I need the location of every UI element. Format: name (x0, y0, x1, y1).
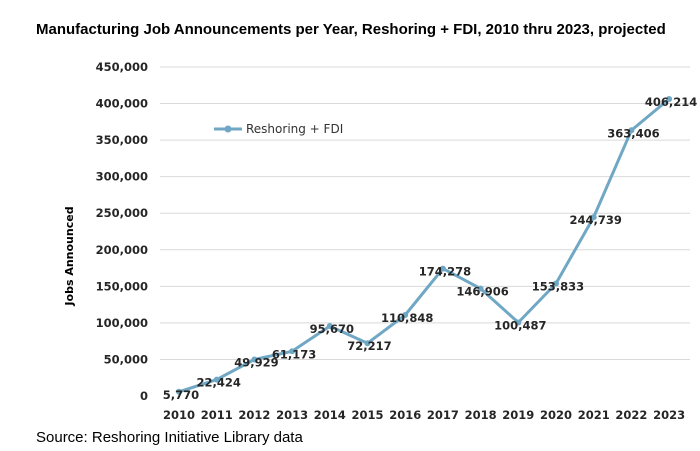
y-tick-label: 400,000 (96, 97, 148, 111)
y-tick-label: 300,000 (96, 170, 148, 184)
y-tick-label: 450,000 (96, 60, 148, 74)
x-axis-ticks: 2010 2011 2012 2013 2014 2015 2016 2017 2018 2019… (163, 408, 685, 422)
data-point (402, 311, 409, 318)
data-point (553, 280, 559, 287)
y-tick-label: 0 (140, 389, 148, 403)
data-point (289, 348, 296, 355)
x-tick-label: 2015 (351, 408, 383, 422)
data-point (364, 340, 371, 347)
data-label: 146,906 (456, 285, 508, 299)
data-label: 174,278 (419, 265, 471, 279)
y-axis-ticks: 0 50,000 100,000 150,000 200,000 250,000 300,0… (96, 60, 148, 403)
y-tick-label: 150,000 (96, 279, 148, 293)
data-label: 100,487 (494, 319, 546, 333)
x-tick-label: 2011 (201, 408, 233, 422)
y-tick-label: 350,000 (96, 133, 148, 147)
gridlines (160, 66, 690, 360)
data-label: 244,739 (570, 213, 622, 227)
x-tick-label: 2016 (389, 408, 421, 422)
y-axis-label: Jobs Announced (63, 206, 76, 306)
data-label: 153,833 (532, 280, 584, 294)
series-line (177, 97, 671, 394)
data-label: 95,670 (310, 322, 354, 336)
y-tick-label: 100,000 (96, 316, 148, 330)
data-point (251, 356, 258, 363)
data-point (176, 388, 182, 395)
series-group (176, 96, 673, 395)
x-tick-label: 2017 (427, 408, 459, 422)
x-tick-label: 2014 (314, 408, 346, 422)
x-tick-label: 2021 (578, 408, 610, 422)
data-label: 49,929 (234, 355, 278, 369)
data-label: 61,173 (272, 347, 316, 361)
data-point (477, 285, 484, 292)
source-note: Source: Reshoring Initiative Library dat… (36, 429, 303, 446)
y-tick-label: 200,000 (96, 243, 148, 257)
x-tick-label: 2022 (615, 408, 647, 422)
y-tick-label: 50,000 (104, 352, 148, 366)
data-point (590, 214, 597, 221)
data-point (666, 96, 673, 103)
data-label: 5,770 (163, 388, 199, 402)
x-tick-label: 2023 (653, 408, 685, 422)
data-point (326, 323, 333, 330)
y-tick-label: 250,000 (96, 206, 148, 220)
x-tick-label: 2018 (465, 408, 497, 422)
data-label: 22,424 (197, 376, 241, 390)
data-label: 363,406 (607, 126, 659, 140)
legend-label: Reshoring + FDI (246, 122, 343, 136)
x-tick-label: 2013 (276, 408, 308, 422)
data-point (628, 127, 635, 134)
x-tick-label: 2019 (502, 408, 534, 422)
data-label: 406,214 (645, 95, 697, 109)
data-point (213, 376, 220, 383)
data-point (439, 265, 446, 272)
data-label: 72,217 (347, 339, 391, 353)
x-tick-label: 2012 (238, 408, 270, 422)
x-tick-label: 2020 (540, 408, 572, 422)
legend-marker (224, 125, 232, 133)
chart-title: Manufacturing Job Announcements per Year… (36, 21, 666, 38)
data-point (515, 319, 522, 326)
data-label: 110,848 (381, 311, 433, 325)
x-tick-label: 2010 (163, 408, 195, 422)
legend: Reshoring + FDI (214, 122, 343, 136)
